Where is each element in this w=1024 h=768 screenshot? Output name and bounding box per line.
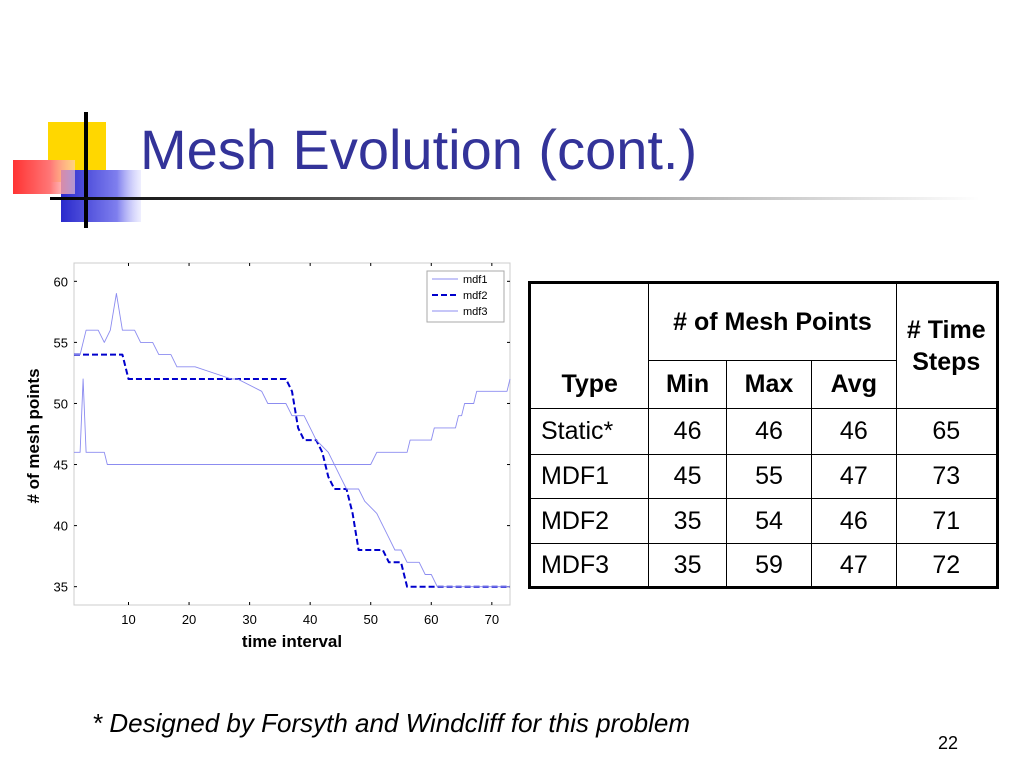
cell-max: 46	[725, 408, 813, 455]
cell-min: 35	[648, 498, 727, 544]
cell-type: MDF2	[528, 498, 650, 544]
x-tick-label: 20	[182, 612, 196, 627]
cell-type: MDF3	[528, 543, 650, 588]
footnote: * Designed by Forsyth and Windcliff for …	[92, 708, 691, 738]
series-line-mdf3	[74, 293, 510, 588]
header-avg: Avg	[811, 360, 897, 409]
cell-max: 59	[725, 543, 813, 588]
page-number: 22	[938, 733, 959, 753]
y-tick-label: 45	[54, 458, 68, 473]
cell-type: Static*	[528, 408, 650, 455]
table-row: MDF3 35 59 47 72	[528, 543, 998, 588]
y-axis-label: # of mesh points	[24, 368, 43, 503]
cell-min: 46	[648, 408, 727, 455]
cell-max: 55	[725, 454, 813, 499]
title-decoration	[13, 112, 980, 228]
y-tick-label: 40	[54, 519, 68, 534]
legend-label-mdf3: mdf3	[463, 306, 487, 318]
y-tick-label: 60	[54, 274, 68, 289]
cell-type: MDF1	[528, 454, 650, 499]
cell-avg: 46	[811, 498, 897, 544]
table-row: MDF1 45 55 47 73	[528, 454, 998, 499]
chart-legend: mdf1 mdf2 mdf3	[426, 270, 505, 323]
deco-red-square	[13, 160, 75, 194]
cell-avg: 46	[811, 408, 897, 455]
x-tick-label: 50	[363, 612, 377, 627]
slide-title: Mesh Evolution (cont.)	[140, 118, 698, 181]
header-mesh-points: # of Mesh Points	[648, 282, 897, 361]
x-tick-label: 60	[424, 612, 438, 627]
table-row: MDF2 35 54 46 71	[528, 498, 998, 544]
cell-steps: 72	[895, 543, 998, 588]
cell-steps: 73	[895, 454, 998, 499]
cell-avg: 47	[811, 454, 897, 499]
header-max: Max	[725, 360, 813, 409]
mesh-summary-table: Type # of Mesh Points # Time Steps Min M…	[528, 281, 999, 589]
x-axis-label: time interval	[242, 632, 342, 651]
y-tick-label: 50	[54, 396, 68, 411]
legend-label-mdf1: mdf1	[463, 274, 487, 286]
y-tick-label: 55	[54, 335, 68, 350]
header-min: Min	[648, 360, 727, 409]
title-underline	[50, 197, 980, 200]
x-tick-label: 30	[242, 612, 256, 627]
x-tick-label: 70	[485, 612, 499, 627]
x-tick-label: 10	[121, 612, 135, 627]
x-tick-label: 40	[303, 612, 317, 627]
table-row: Static* 46 46 46 65	[528, 408, 998, 455]
series-line-mdf2	[74, 353, 510, 588]
cell-max: 54	[725, 498, 813, 544]
y-tick-label: 35	[54, 580, 68, 595]
cell-min: 45	[648, 454, 727, 499]
cell-avg: 47	[811, 543, 897, 588]
header-type: Type	[528, 282, 650, 409]
legend-label-mdf2: mdf2	[463, 290, 487, 302]
cell-min: 35	[648, 543, 727, 588]
cell-steps: 71	[895, 498, 998, 544]
header-time-steps: # Time Steps	[895, 282, 998, 409]
series-line-mdf1	[74, 378, 511, 465]
deco-vertical-line	[84, 112, 88, 228]
cell-steps: 65	[895, 408, 998, 455]
